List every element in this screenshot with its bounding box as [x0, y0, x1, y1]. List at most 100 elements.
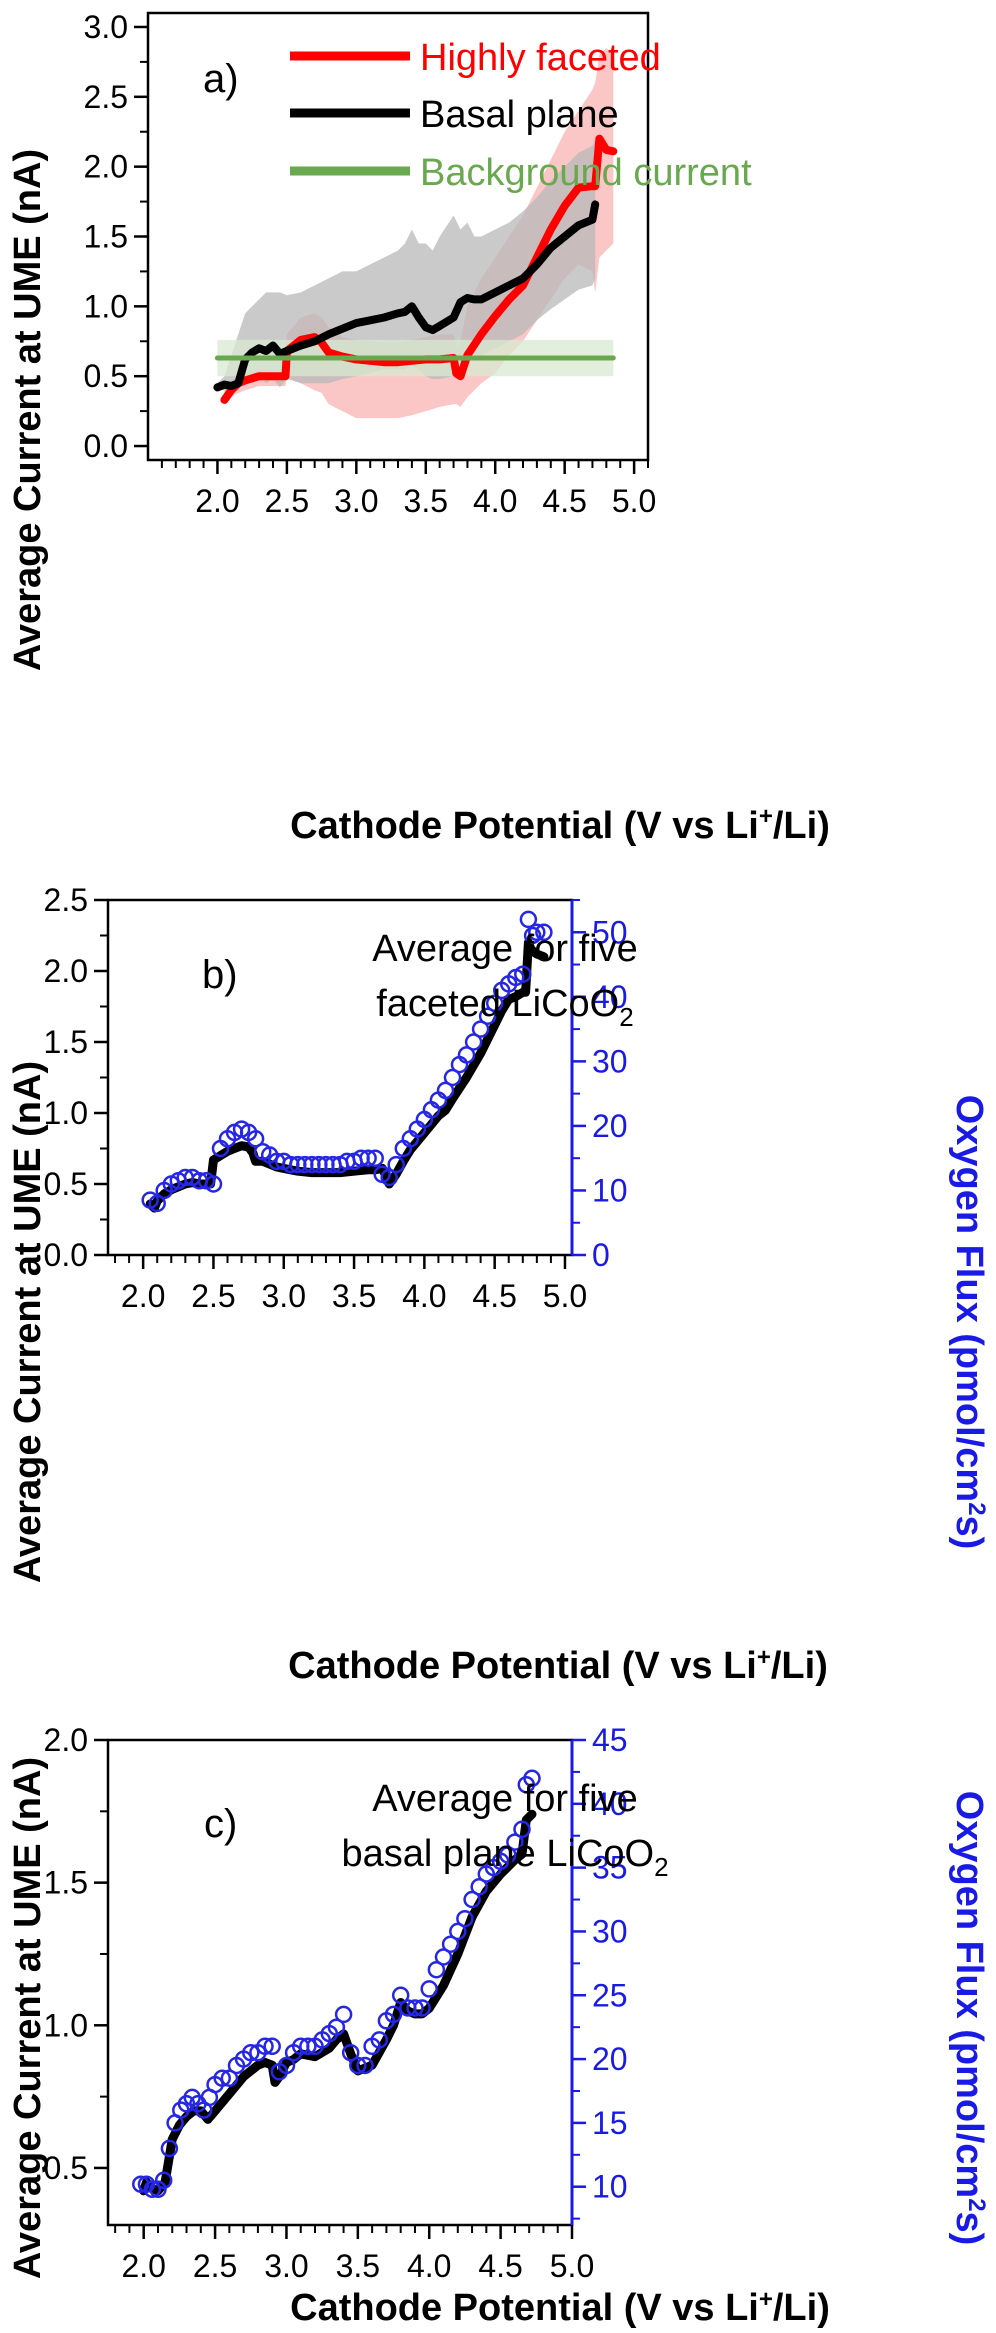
panel-c-xtick-label: 4.5	[478, 2248, 522, 2284]
panel-b-y2label-main: Oxygen Flux (pmol/cm	[948, 1095, 990, 1503]
panel-c-y2label-main: Oxygen Flux (pmol/cm	[948, 1791, 990, 2199]
panel-c-ytick-label: 0.5	[44, 2150, 88, 2186]
panel-a-xtick-label: 2.5	[265, 483, 309, 519]
panel-b-xtick-label: 2.5	[191, 1278, 235, 1314]
panel-c-xlabel-main: Cathode Potential (V vs Li	[290, 2287, 759, 2329]
panel-c-flux-point	[341, 2043, 360, 2062]
panel-c-lines	[132, 1769, 541, 2199]
panel-a-ytick-label: 2.0	[84, 149, 128, 185]
panel-b-xlabel: Cathode Potential (V vs Li+/Li)	[288, 1644, 828, 1687]
panel-c-y2tick-label: 35	[592, 1850, 628, 1886]
panel-c-flux-point	[427, 1960, 446, 1979]
panel-c-y2tick-label: 15	[592, 2105, 628, 2141]
panel-c-flux-point	[384, 2005, 403, 2024]
panel-a-xlabel-end: /Li)	[773, 805, 830, 847]
legend-label-faceted: Highly faceted	[420, 37, 661, 79]
panel-c-xtick-label: 3.0	[264, 2248, 308, 2284]
panel-b-xtick-label: 3.0	[262, 1278, 306, 1314]
panel-a-xtick-label: 3.0	[334, 483, 378, 519]
panel-c-ytick-label: 2.0	[44, 1722, 88, 1758]
panel-b-axes: 2.0 2.5 3.0 3.5 4.0 4.5 5.0 0.0 0.5 1.0 1.5 2.0 2.5 0…	[44, 882, 628, 1314]
panel-a-ytick-label: 0.5	[84, 358, 128, 394]
panel-a-ytick-label: 1.0	[84, 288, 128, 324]
panel-c-flux-point	[143, 2180, 162, 2199]
panel-b-xtick-label: 3.5	[332, 1278, 376, 1314]
panel-b-ytick-label: 2.0	[44, 953, 88, 989]
panel-b-flux-point	[148, 1194, 166, 1213]
panel-b-xlabel-sup: +	[757, 1644, 771, 1671]
panel-b-y2tick-label: 50	[592, 914, 628, 950]
panel-c-y2tick-label: 25	[592, 1977, 628, 2013]
panel-b-flux-point	[443, 1068, 462, 1087]
panel-b-flux-point	[519, 910, 538, 929]
panel-c-flux-point	[499, 1846, 517, 1864]
panel-a-xtick-label: 2.0	[195, 483, 239, 519]
panel-a-xtick-label: 5.0	[612, 483, 656, 519]
panel-a-xtick-label: 4.0	[473, 483, 517, 519]
panel-b-flux-point	[204, 1175, 223, 1193]
panel-c-annotation-sub: 2	[654, 1852, 668, 1882]
panel-a-band-1	[217, 138, 596, 393]
panel-b-flux-point	[359, 1149, 377, 1167]
panel-c-line-current	[139, 1809, 537, 2196]
panel-b-y2tick-label: 20	[592, 1108, 628, 1144]
panel-c-flux-point	[263, 2037, 281, 2056]
panel-b-y2label-end: s)	[948, 1516, 990, 1550]
panel-b-ytick-label: 1.0	[44, 1095, 88, 1131]
legend-label-background: Background current	[420, 152, 752, 194]
panel-b-xtick-label: 2.0	[121, 1278, 165, 1314]
panel-b-flux-point	[380, 1168, 398, 1187]
panel-c-flux-point	[420, 1980, 438, 1998]
panel-b-label: b)	[202, 953, 238, 997]
panel-b-ylabel: Average Current at UME (nA)	[7, 1061, 49, 1583]
panel-c-flux-point	[470, 1878, 488, 1896]
panel-b-flux-point	[436, 1081, 455, 1100]
panel-c-y2tick-label: 10	[592, 2169, 628, 2205]
panel-a-xlabel-sup: +	[759, 803, 773, 830]
panel-a-xlabel-main: Cathode Potential (V vs Li	[290, 805, 759, 847]
panel-c-axes: 2.0 2.5 3.0 3.5 4.0 4.5 5.0 0.5 1.0 1.5 2.0 10 15 20 2…	[44, 1722, 628, 2284]
panel-b-y2label-sup: 2	[963, 1502, 990, 1515]
panel-c-xtick-label: 5.0	[550, 2248, 594, 2284]
panel-c-annotation-main: basal plane LiCoO	[341, 1833, 654, 1875]
panel-c-y2label-end: s)	[948, 2212, 990, 2246]
panel-c-flux-point	[256, 2037, 274, 2056]
panel-c-flux-point	[327, 2018, 346, 2036]
panel-b-y2tick-label: 0	[592, 1237, 610, 1273]
panel-b-ytick-label: 0.0	[44, 1237, 88, 1273]
panel-c-flux-point	[506, 1833, 524, 1851]
panel-b-annotation-main: faceted LiCoO	[376, 983, 619, 1025]
panel-c-flux-point	[299, 2037, 317, 2056]
panel-b-xtick-label: 5.0	[543, 1278, 587, 1314]
panel-b-flux-point	[471, 1020, 490, 1038]
panel-b-xtick-label: 4.0	[402, 1278, 446, 1314]
panel-a-ytick-label: 0.0	[84, 428, 128, 464]
panel-c-flux-point	[449, 1922, 467, 1941]
panel-b-flux-point	[514, 965, 532, 983]
panel-c-flux-point	[213, 2069, 231, 2087]
panel-c-ytick-label: 1.0	[44, 2007, 88, 2043]
panel-c-flux-point	[513, 1820, 531, 1839]
panel-b-flux-point	[246, 1130, 265, 1148]
panel-b-y2label: Oxygen Flux (pmol/cm2s)	[948, 1095, 990, 1550]
panel-c-flux-point	[391, 1986, 410, 2005]
panel-c-flux-point	[356, 2056, 374, 2075]
panel-c-ylabel: Average Current at UME (nA)	[7, 1757, 49, 2279]
panel-c-flux-point	[349, 2056, 367, 2075]
panel-c-annotation-line2: basal plane LiCoO2	[341, 1833, 668, 1882]
panel-c-flux-point	[523, 1769, 541, 1788]
panel-c-flux-point	[441, 1935, 460, 1953]
panel-b-y2tick-label: 40	[592, 979, 628, 1015]
panel-c-xtick-label: 2.0	[121, 2248, 165, 2284]
panel-a-ytick-label: 3.0	[84, 9, 128, 45]
panel-b-flux-point	[523, 926, 542, 945]
panel-a: 2.0 2.5 3.0 3.5 4.0 4.5 5.0 0.0 0.5 1.0 1.5 2.0 2.5 3…	[7, 9, 830, 847]
panel-b-ytick-label: 1.5	[44, 1024, 88, 1060]
panel-b-xtick-label: 4.5	[472, 1278, 516, 1314]
panel-a-xlabel: Cathode Potential (V vs Li+/Li)	[290, 803, 830, 847]
panel-c-flux-point	[160, 2139, 179, 2158]
panel-c: 2.0 2.5 3.0 3.5 4.0 4.5 5.0 0.5 1.0 1.5 2.0 10 15 20 2…	[7, 1722, 990, 2329]
panel-c-xtick-label: 4.0	[407, 2248, 451, 2284]
panel-b-y2tick-label: 10	[592, 1172, 628, 1208]
legend-label-basal: Basal plane	[420, 94, 619, 136]
